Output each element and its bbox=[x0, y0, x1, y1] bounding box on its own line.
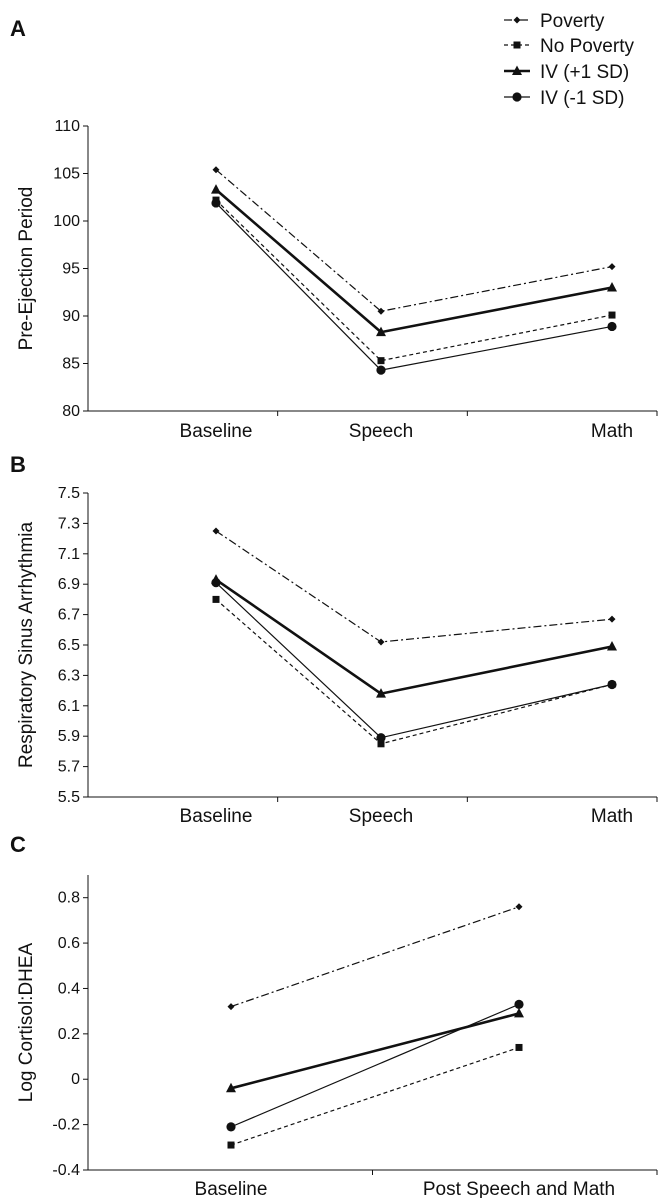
data-point-no_poverty bbox=[212, 595, 220, 603]
series-line-no_poverty bbox=[230, 1046, 520, 1146]
data-point-iv_plus bbox=[211, 184, 221, 194]
y-tick-label: 6.1 bbox=[58, 698, 80, 715]
data-point-iv_plus bbox=[226, 1082, 236, 1093]
x-tick-label: Baseline bbox=[180, 806, 253, 827]
y-tick-label: 7.5 bbox=[58, 485, 80, 502]
y-tick-label: 110 bbox=[54, 118, 80, 135]
series-line-iv_plus bbox=[215, 578, 613, 695]
data-point-poverty bbox=[377, 307, 385, 315]
y-tick-label: 7.1 bbox=[58, 546, 80, 563]
y-tick-label: 90 bbox=[62, 308, 80, 325]
data-point-iv_minus bbox=[514, 999, 524, 1009]
data-point-poverty bbox=[377, 638, 385, 646]
data-point-iv_minus bbox=[211, 578, 221, 588]
x-tick-label: Speech bbox=[349, 806, 413, 827]
panel-label: B bbox=[10, 452, 26, 477]
y-tick-label: 5.9 bbox=[58, 728, 80, 745]
series-line-iv_minus bbox=[215, 202, 613, 371]
series-line-iv_plus bbox=[230, 1012, 520, 1090]
data-point-no_poverty bbox=[377, 740, 385, 748]
data-point-poverty bbox=[515, 903, 523, 911]
legend-marker-iv_plus bbox=[512, 65, 522, 75]
y-tick-label: -0.4 bbox=[52, 1162, 80, 1179]
series-line-no_poverty bbox=[215, 199, 613, 362]
legend: Poverty No Poverty IV (+1 SD) IV (-1 SD) bbox=[504, 11, 634, 109]
data-point-iv_plus bbox=[607, 282, 617, 292]
legend-marker-no_poverty bbox=[513, 41, 521, 49]
data-point-poverty bbox=[608, 263, 616, 271]
y-tick-label: 80 bbox=[62, 403, 80, 420]
data-point-no_poverty bbox=[377, 357, 385, 365]
data-point-no_poverty bbox=[608, 311, 616, 319]
y-tick-label: 6.9 bbox=[58, 576, 80, 593]
data-point-iv_plus bbox=[376, 326, 386, 337]
series-line-iv_minus bbox=[215, 582, 613, 739]
y-tick-label: 0.2 bbox=[58, 1026, 80, 1043]
legend-label-iv_plus: IV (+1 SD) bbox=[540, 62, 629, 83]
legend-marker-iv_minus bbox=[512, 92, 522, 102]
data-point-iv_minus bbox=[607, 321, 617, 332]
x-tick-label: Post Speech and Math bbox=[423, 1179, 615, 1198]
y-tick-label: 85 bbox=[62, 356, 80, 373]
data-point-no_poverty bbox=[227, 1141, 235, 1149]
panel-b: B 5.5 5.7 5.9 6.1 6.3 6.5 6.7 6.9 7.1 7.3 7.5 Baseli… bbox=[10, 452, 658, 827]
legend-label-iv_minus: IV (-1 SD) bbox=[540, 88, 624, 109]
panel-a: A 80 85 90 95 100 105 110 Baseline Speech Math Pre-… bbox=[10, 16, 658, 442]
x-tick-label: Math bbox=[591, 421, 633, 442]
data-point-iv_plus bbox=[607, 641, 617, 651]
series-line-poverty bbox=[215, 530, 613, 643]
series-line-iv_minus bbox=[230, 1003, 520, 1128]
series-line-poverty bbox=[230, 906, 520, 1008]
x-tick-label: Math bbox=[591, 806, 633, 827]
y-axis-label: Log Cortisol:DHEA bbox=[16, 942, 37, 1102]
data-point-poverty bbox=[608, 615, 616, 623]
data-point-poverty bbox=[212, 527, 220, 535]
y-tick-label: 95 bbox=[62, 261, 80, 278]
data-point-poverty bbox=[227, 1003, 235, 1011]
data-point-iv_minus bbox=[226, 1122, 236, 1132]
y-tick-label: 5.7 bbox=[58, 759, 80, 776]
series-line-poverty bbox=[215, 169, 613, 312]
legend-label-no_poverty: No Poverty bbox=[540, 36, 634, 57]
data-point-no_poverty bbox=[515, 1043, 523, 1051]
y-tick-label: 0.6 bbox=[58, 935, 80, 952]
data-point-iv_minus bbox=[607, 679, 617, 690]
data-point-iv_minus bbox=[376, 733, 386, 743]
legend-label-poverty: Poverty bbox=[540, 11, 605, 32]
y-tick-label: 105 bbox=[53, 166, 80, 183]
data-point-iv_minus bbox=[376, 365, 386, 375]
y-tick-label: 100 bbox=[53, 213, 80, 230]
y-tick-label: 0 bbox=[71, 1071, 80, 1088]
y-axis-label: Respiratory Sinus Arrhythmia bbox=[16, 522, 37, 768]
x-tick-label: Speech bbox=[349, 421, 413, 442]
panel-label: C bbox=[10, 832, 26, 857]
y-tick-label: 6.5 bbox=[58, 637, 80, 654]
data-point-iv_minus bbox=[211, 198, 221, 208]
data-point-iv_plus bbox=[514, 1007, 524, 1018]
y-tick-label: -0.2 bbox=[52, 1117, 80, 1134]
y-tick-label: 5.5 bbox=[58, 789, 80, 806]
x-tick-label: Baseline bbox=[180, 421, 253, 442]
y-tick-label: 7.3 bbox=[58, 515, 80, 532]
x-tick-label: Baseline bbox=[195, 1179, 268, 1198]
data-point-iv_plus bbox=[376, 688, 386, 698]
y-tick-label: 0.8 bbox=[58, 890, 80, 907]
panel-label: A bbox=[10, 16, 26, 41]
y-tick-label: 6.3 bbox=[58, 667, 80, 684]
y-axis-label: Pre-Ejection Period bbox=[16, 187, 37, 351]
panel-c: C -0.4 -0.2 0 0.2 0.4 0.6 0.8 Baseline Post Speec… bbox=[10, 832, 658, 1198]
data-point-poverty bbox=[212, 166, 220, 174]
series-line-iv_plus bbox=[215, 188, 613, 334]
y-tick-label: 0.4 bbox=[58, 980, 80, 997]
y-tick-label: 6.7 bbox=[58, 607, 80, 624]
legend-marker-poverty bbox=[513, 16, 521, 24]
